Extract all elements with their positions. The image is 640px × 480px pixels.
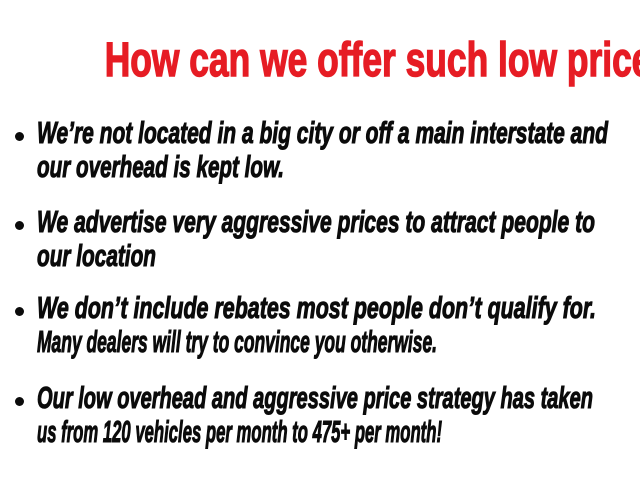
bullet-line: Many dealers will try to convince you ot… <box>37 324 637 359</box>
bullet-lines: Our low overhead and aggressive price st… <box>37 380 637 449</box>
heading-row: How can we offer such low prices? <box>0 34 640 87</box>
bullet-line-text: our location <box>37 238 157 273</box>
bullet-line-text: We’re not located in a big city or off a… <box>37 115 609 150</box>
bullet-dot-icon <box>15 397 24 406</box>
bullet-line-text: Many dealers will try to convince you ot… <box>37 324 438 359</box>
bullet-lines: We advertise very aggressive prices to a… <box>37 204 637 273</box>
bullet-line: our location <box>37 238 637 273</box>
page-title: How can we offer such low prices? <box>104 34 640 87</box>
bullet-line: We advertise very aggressive prices to a… <box>37 204 637 239</box>
bullet-line-text: our overhead is kept low. <box>37 149 285 184</box>
bullet-line-text: We advertise very aggressive prices to a… <box>37 204 596 239</box>
bullet-line: Our low overhead and aggressive price st… <box>37 380 637 415</box>
bullet-dot-icon <box>15 132 24 141</box>
bullet-line: We don’t include rebates most people don… <box>37 290 637 325</box>
bullet-dot-icon <box>15 221 24 230</box>
bullet-lines: We don’t include rebates most people don… <box>37 290 637 359</box>
bullet-dot-icon <box>15 307 24 316</box>
bullet-line-text: us from 120 vehicles per month to 475+ p… <box>37 414 443 449</box>
bullet-line: our overhead is kept low. <box>37 149 637 184</box>
bullet-line-text: We don’t include rebates most people don… <box>37 290 597 325</box>
bullet-line: us from 120 vehicles per month to 475+ p… <box>37 414 637 449</box>
bullet-lines: We’re not located in a big city or off a… <box>37 115 637 184</box>
bullet-line-text: Our low overhead and aggressive price st… <box>37 380 594 415</box>
bullet-line: We’re not located in a big city or off a… <box>37 115 637 150</box>
